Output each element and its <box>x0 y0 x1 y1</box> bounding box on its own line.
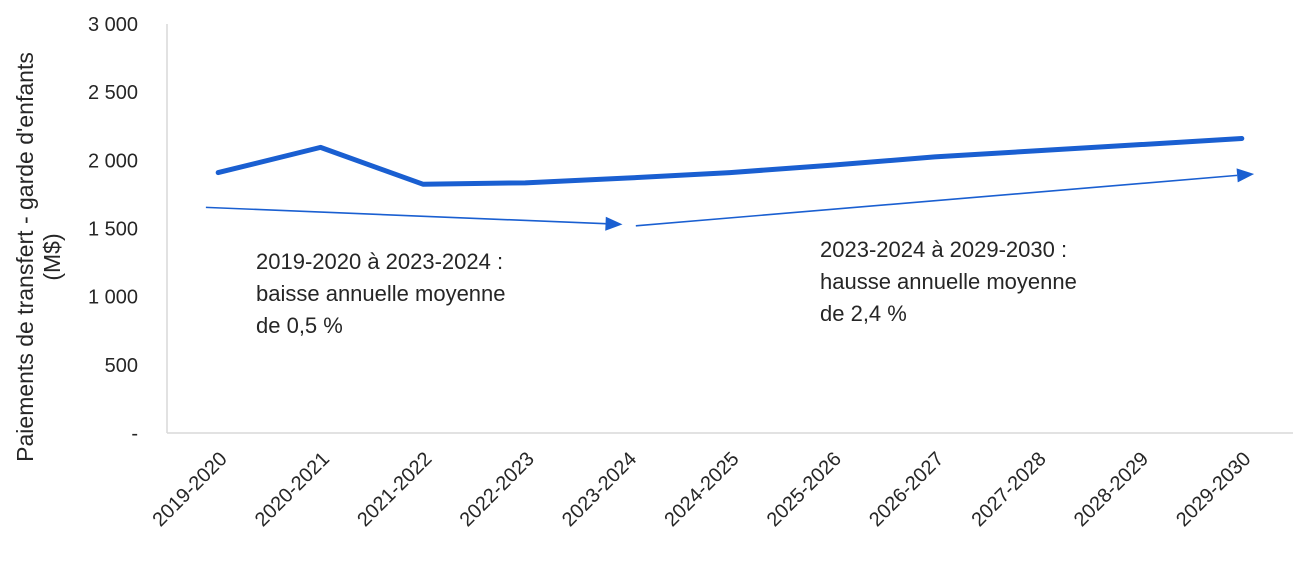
y-tick-label: 3 000 <box>88 14 138 36</box>
data-point <box>932 154 937 159</box>
annotation-increase-line-2: hausse annuelle moyenne <box>820 269 1077 294</box>
annotation-decline-line-1: 2019-2020 à 2023-2024 : <box>256 249 504 274</box>
annotation-arrow-shaft <box>205 206 606 225</box>
x-tick-label: 2027-2028 <box>967 448 1050 531</box>
data-point <box>728 170 732 175</box>
annotation-arrow-head <box>605 216 623 231</box>
x-tick-label: 2025-2026 <box>763 448 846 531</box>
y-axis-ticks: - 500 1 000 1 500 2 000 2 500 3 000 <box>88 14 138 445</box>
data-point <box>1137 142 1142 147</box>
y-tick-label: 1 000 <box>88 287 138 309</box>
x-tick-label: 2029-2030 <box>1172 448 1255 531</box>
data-point <box>1035 148 1040 153</box>
x-tick-label: 2019-2020 <box>149 448 232 531</box>
x-axis-ticks: 2019-2020 2020-2021 2021-2022 2022-2023 2023… <box>149 448 1256 531</box>
x-tick-label: 2023-2024 <box>558 448 641 531</box>
x-tick-label: 2026-2027 <box>865 448 948 531</box>
series-line <box>215 136 1245 187</box>
annotation-decline-line-2: baisse annuelle moyenne <box>256 281 506 306</box>
annotation-increase: 2023-2024 à 2029-2030 : hausse annuelle … <box>820 234 1077 330</box>
y-tick-label: - <box>131 423 138 445</box>
y-tick-label: 500 <box>105 355 138 377</box>
data-point <box>420 182 425 187</box>
data-point <box>625 176 630 181</box>
data-point <box>216 170 221 175</box>
x-tick-label: 2022-2023 <box>456 448 539 531</box>
y-tick-label: 1 500 <box>88 219 138 241</box>
annotation-decline: 2019-2020 à 2023-2024 : baisse annuelle … <box>256 246 506 342</box>
annotation-arrows <box>205 168 1255 231</box>
data-point <box>830 163 835 168</box>
y-axis-title-line: (M$) <box>39 233 65 280</box>
y-axis-title: Paiements de transfert - garde d'enfants… <box>12 52 65 462</box>
data-point <box>1239 136 1244 141</box>
x-tick-label: 2020-2021 <box>251 448 334 531</box>
annotation-increase-line-1: 2023-2024 à 2029-2030 : <box>820 237 1068 262</box>
annotation-increase-line-3: de 2,4 % <box>820 301 907 326</box>
x-tick-label: 2024-2025 <box>660 448 743 531</box>
annotation-arrow-head <box>1236 168 1255 183</box>
data-point <box>318 145 323 150</box>
y-tick-label: 2 500 <box>88 82 138 104</box>
y-tick-label: 2 000 <box>88 150 138 172</box>
series-group <box>215 136 1245 187</box>
annotation-decline-line-3: de 0,5 % <box>256 313 343 338</box>
x-tick-label: 2021-2022 <box>353 448 436 531</box>
x-tick-label: 2028-2029 <box>1070 448 1153 531</box>
y-axis-title-line: Paiements de transfert - garde d'enfants <box>12 52 38 462</box>
data-point <box>523 180 528 185</box>
annotation-arrow-shaft <box>635 174 1238 227</box>
